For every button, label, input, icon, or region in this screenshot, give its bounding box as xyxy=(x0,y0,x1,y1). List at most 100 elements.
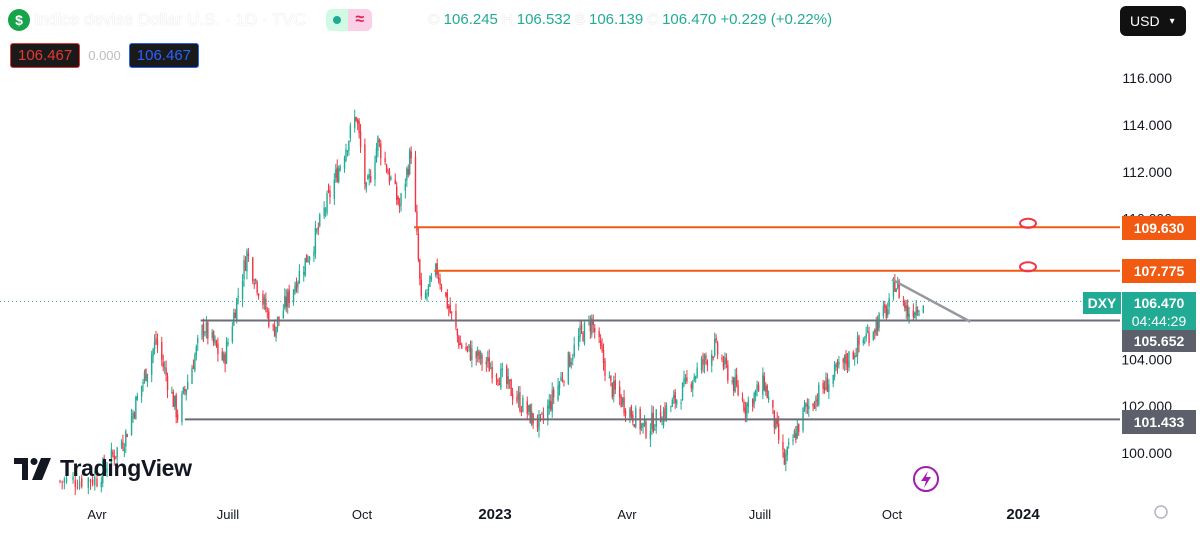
candle-up xyxy=(303,272,305,275)
candle-up xyxy=(767,396,770,400)
candle-down xyxy=(355,117,357,121)
candle-down xyxy=(885,306,887,318)
candle-up xyxy=(243,259,245,280)
candle-down xyxy=(519,392,521,411)
candle-up xyxy=(908,313,910,319)
candle-down xyxy=(475,351,477,359)
candle-up xyxy=(304,257,306,276)
candle-down xyxy=(305,254,308,263)
candle-up xyxy=(427,284,430,290)
candle-up xyxy=(116,447,118,457)
candle-up xyxy=(125,431,127,447)
candle-up xyxy=(319,214,321,227)
candle-up xyxy=(63,478,66,483)
candle-up xyxy=(643,419,646,426)
candle-up xyxy=(918,314,920,316)
candle-down xyxy=(633,424,636,428)
market-open-icon[interactable] xyxy=(325,9,348,31)
candle-up xyxy=(316,229,318,232)
countdown-value: 04:44:29 xyxy=(1131,313,1187,329)
support-tag-1: 105.652 xyxy=(1122,330,1196,352)
close-label: C xyxy=(647,11,659,28)
candle-up xyxy=(864,341,866,343)
candle-down xyxy=(798,423,800,433)
candle-down xyxy=(384,157,386,163)
candle-down xyxy=(458,336,460,347)
candle-down xyxy=(358,121,360,134)
tradingview-logo[interactable]: TradingView xyxy=(14,455,192,482)
candle-down xyxy=(912,310,915,317)
candle-up xyxy=(100,482,103,488)
candle-up xyxy=(661,423,663,425)
candle-down xyxy=(184,389,186,392)
candle-down xyxy=(624,410,627,416)
candle-up xyxy=(424,293,427,299)
candle-up xyxy=(185,389,187,395)
candle-up xyxy=(471,348,473,361)
candle-up xyxy=(191,368,193,384)
candle-down xyxy=(506,366,508,384)
candle-up xyxy=(803,405,806,409)
candle-down xyxy=(737,385,739,395)
candle-up xyxy=(671,399,674,407)
candle-up xyxy=(146,373,149,383)
candle-down xyxy=(516,396,518,402)
candle-down xyxy=(478,351,480,360)
candle-down xyxy=(715,337,717,341)
candle-up xyxy=(922,305,925,313)
candle-down xyxy=(599,340,602,346)
candle-up xyxy=(754,390,757,396)
candle-down xyxy=(510,379,512,396)
candle-up xyxy=(323,207,325,217)
candle-down xyxy=(103,458,105,470)
candle-up xyxy=(307,260,309,262)
candle-up xyxy=(365,182,368,188)
candle-down xyxy=(398,204,401,207)
candle-down xyxy=(215,340,218,347)
dollar-icon[interactable]: $ xyxy=(8,9,30,31)
currency-button[interactable]: USD ▾ xyxy=(1120,6,1186,36)
last-price-value: 106.470 xyxy=(1133,295,1185,311)
candle-down xyxy=(407,169,409,175)
candle-down xyxy=(419,259,421,279)
low-label: B xyxy=(574,11,585,28)
candle-up xyxy=(608,377,611,379)
candle-down xyxy=(813,405,816,409)
candle-up xyxy=(292,289,295,303)
candle-up xyxy=(263,297,266,304)
candle-down xyxy=(221,351,223,361)
candle-up xyxy=(711,354,713,366)
sell-price-button[interactable]: 106.467 xyxy=(10,43,81,68)
candle-down xyxy=(604,360,606,376)
candle-up xyxy=(195,346,198,356)
candle-up xyxy=(886,309,889,316)
wave-icon[interactable]: ≈ xyxy=(347,9,372,31)
candle-up xyxy=(573,344,575,357)
candle-up xyxy=(756,384,758,390)
candle-down xyxy=(836,361,839,368)
x-tick-label: Juill xyxy=(217,507,240,522)
candle-down xyxy=(410,151,412,159)
candle-up xyxy=(204,333,206,336)
buy-price-button[interactable]: 106.467 xyxy=(128,43,200,68)
candle-up xyxy=(713,338,716,356)
symbol-title[interactable]: Indice devise Dollar U.S. · 1D · TVC xyxy=(34,10,306,29)
candle-down xyxy=(113,455,115,460)
candle-up xyxy=(375,148,378,162)
candle-up xyxy=(765,385,767,392)
candle-up xyxy=(308,256,311,261)
candle-down xyxy=(542,414,545,419)
candle-down xyxy=(659,411,662,422)
candle-up xyxy=(429,276,431,287)
candle-down xyxy=(247,253,250,257)
candle-down xyxy=(397,196,399,205)
y-tick-label: 114.000 xyxy=(1122,117,1172,133)
candle-down xyxy=(705,355,707,360)
candle-down xyxy=(378,139,381,143)
candle-down xyxy=(265,298,267,311)
market-status-pill[interactable]: ≈ xyxy=(325,9,372,31)
candle-up xyxy=(629,409,631,419)
x-tick-label: Juill xyxy=(749,507,772,522)
